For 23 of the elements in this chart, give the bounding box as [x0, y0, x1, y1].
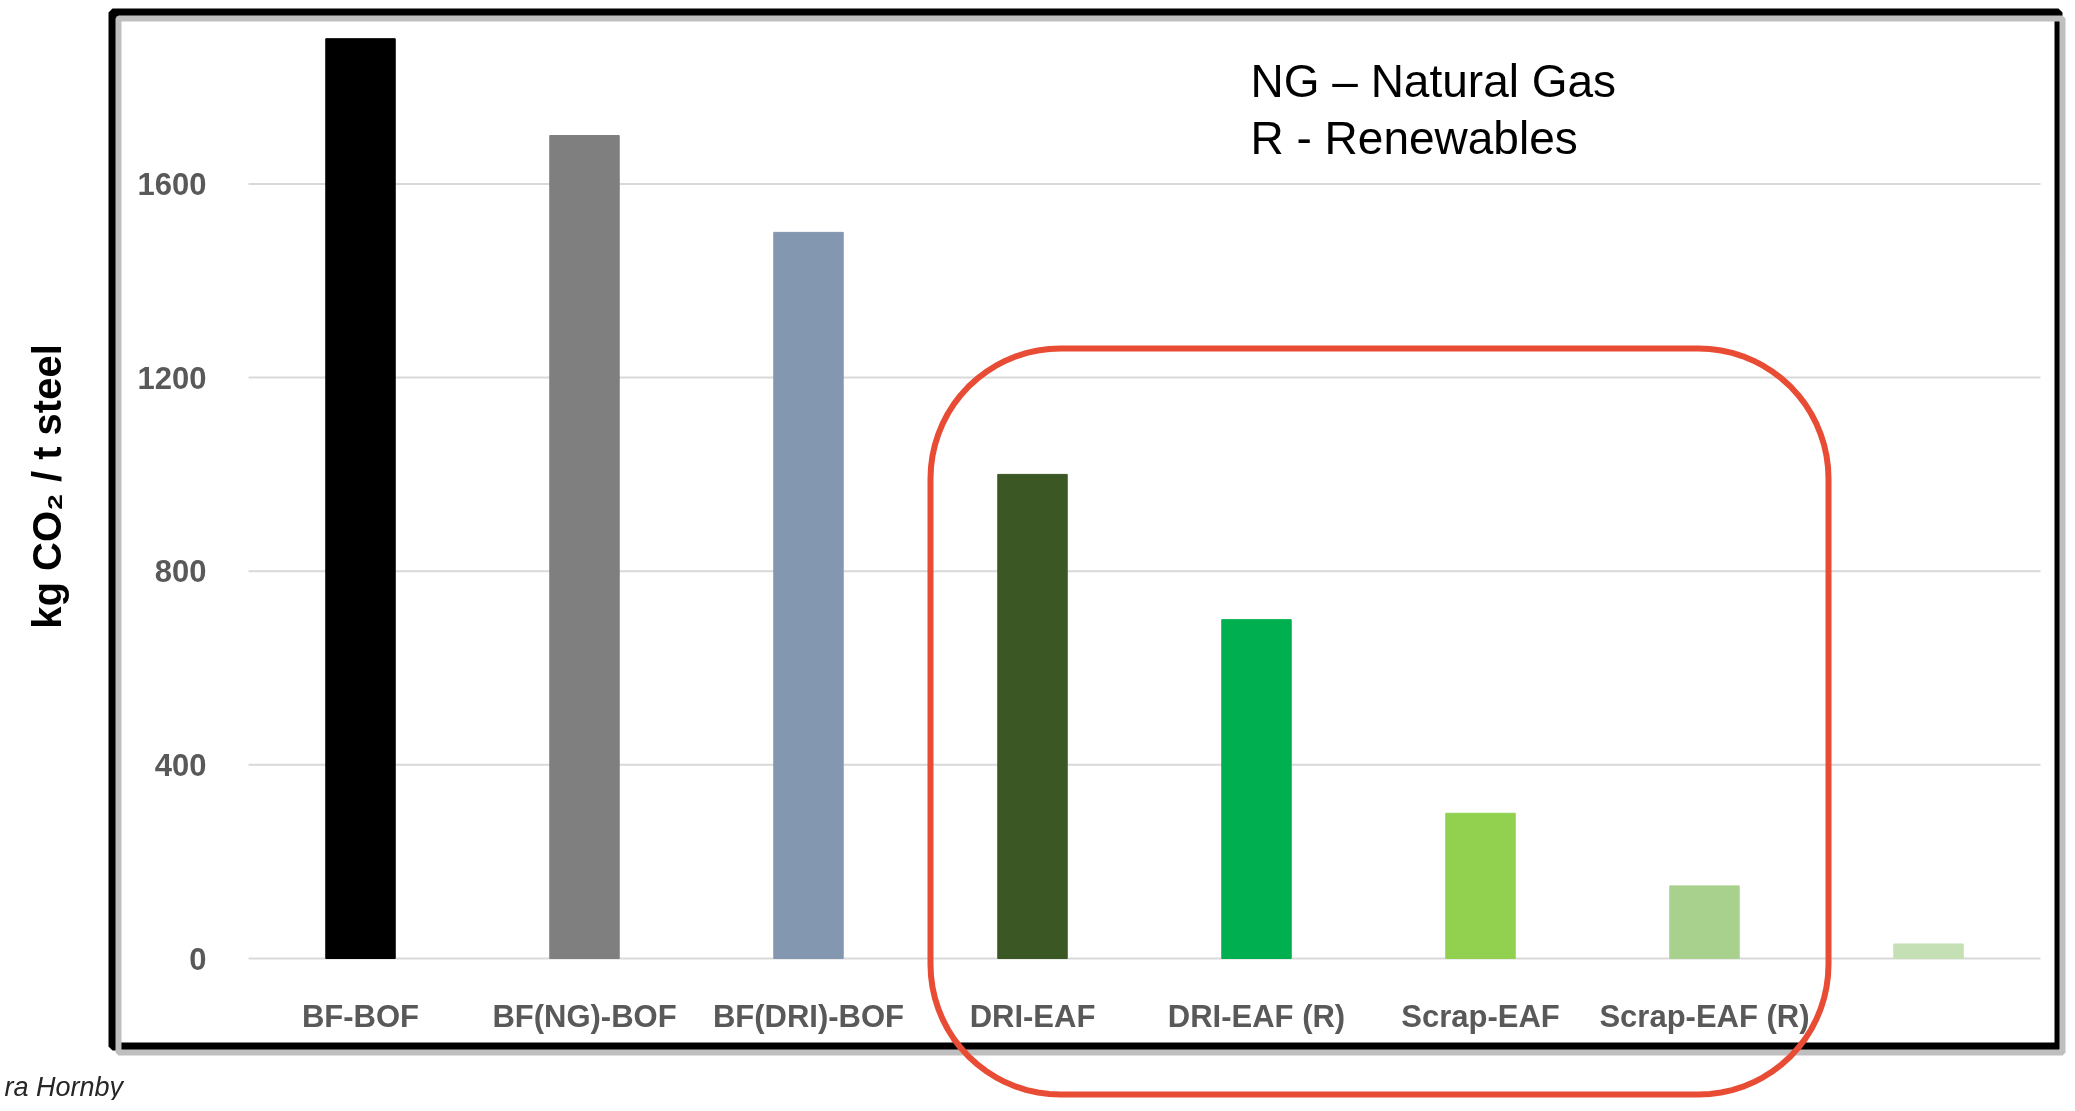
x-tick-label: BF(NG)-BOF [492, 998, 677, 1034]
bar [773, 231, 844, 959]
y-tick-label: 800 [154, 554, 207, 590]
annotation: NG – Natural Gas [1250, 54, 1617, 107]
x-tick-label: DRI-EAF [969, 998, 1096, 1034]
bar [1445, 812, 1516, 959]
bar [549, 135, 620, 959]
x-tick-label: BF(DRI)-BOF [712, 998, 905, 1034]
annotation: R - Renewables [1250, 111, 1578, 164]
bar [997, 473, 1068, 959]
y-tick-label: 400 [154, 747, 207, 783]
y-tick-label: 1200 [137, 360, 207, 396]
bar [1669, 885, 1740, 959]
x-tick-label: Scrap-EAF (R) [1599, 998, 1810, 1034]
bar [325, 38, 396, 959]
y-tick-label: 0 [189, 941, 207, 977]
bar [1893, 943, 1964, 959]
bar [1221, 619, 1292, 959]
x-tick-label: Scrap-EAF [1401, 998, 1560, 1034]
x-tick-label: BF-BOF [301, 998, 420, 1034]
x-tick-label: DRI-EAF (R) [1167, 998, 1346, 1034]
y-tick-label: 1600 [137, 166, 207, 202]
y-axis-title: kg CO₂ / t steel [24, 344, 69, 629]
